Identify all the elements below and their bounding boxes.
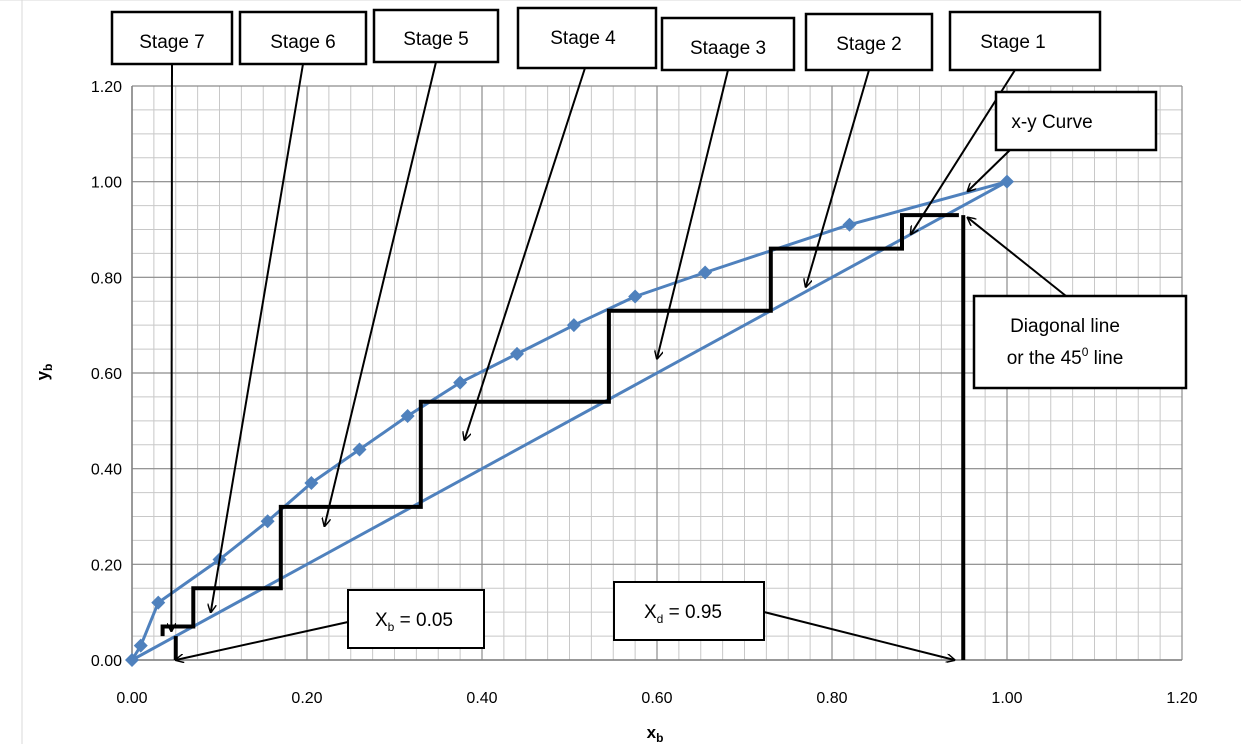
x-tick-label: 0.80: [816, 690, 847, 707]
x-axis-tick-labels: 0.00 0.20 0.40 0.60 0.80 1.00 1.20: [116, 690, 1197, 707]
xy-curve-point: [628, 289, 643, 304]
xy-curve-point: [510, 346, 524, 361]
arrow-stage-3: [657, 69, 729, 359]
x-tick-label: 0.60: [641, 690, 672, 707]
arrow-xb: [176, 621, 349, 660]
annotation-stage-4: Stage 4: [516, 6, 658, 70]
annotation-stage-1: Stage 1: [948, 10, 1102, 72]
svg-text:or the 450 line: or the 450 line: [1007, 345, 1124, 369]
svg-text:x-y Curve: x-y Curve: [1011, 112, 1092, 133]
svg-text:Staage 3: Staage 3: [690, 38, 766, 59]
xy-curve-point: [260, 514, 275, 529]
annotation-xb: Xb = 0.05: [347, 589, 485, 649]
arrow-stage-7: [171, 63, 172, 631]
y-tick-label: 1.20: [91, 79, 122, 96]
y-tick-label: 0.40: [91, 462, 122, 479]
svg-text:Xb = 0.05: Xb = 0.05: [375, 610, 453, 634]
diagonal-line: [131, 180, 1008, 662]
arrow-stage-6: [211, 63, 304, 612]
axes: [131, 86, 1182, 661]
xy-curve-point: [453, 375, 468, 390]
arrow-stage-2: [806, 69, 870, 287]
y-tick-label: 0.80: [91, 270, 122, 287]
svg-text:Diagonal line: Diagonal line: [1010, 316, 1120, 337]
svg-text:Stage 4: Stage 4: [550, 28, 616, 49]
xy-curve-point: [400, 409, 415, 424]
x-tick-label: 1.20: [1166, 690, 1197, 707]
series-layer: [125, 174, 1014, 667]
svg-text:Xd = 0.95: Xd = 0.95: [644, 602, 722, 626]
stage-steps-layer: [160, 213, 966, 660]
annotation-stage-7: Stage 7: [110, 10, 234, 66]
x-axis-title: xb: [647, 723, 664, 744]
xy-curve-point: [151, 595, 166, 610]
annotation-stage-3: Staage 3: [660, 16, 796, 72]
arrow-stage-5: [325, 61, 437, 526]
svg-text:Stage 2: Stage 2: [836, 34, 902, 55]
arrow-diagonal: [968, 218, 1067, 297]
x-tick-label: 1.00: [991, 690, 1022, 707]
svg-text:Stage 1: Stage 1: [980, 32, 1046, 53]
annotation-diagonal-line: Diagonal line or the 450 line: [972, 294, 1188, 390]
xy-curve-point: [352, 442, 367, 457]
y-tick-label: 0.20: [91, 557, 122, 574]
annotation-stage-2: Stage 2: [804, 12, 934, 72]
x-tick-label: 0.00: [116, 690, 147, 707]
annotation-stage-6: Stage 6: [238, 10, 368, 66]
annotation-xy-curve: x-y Curve: [994, 90, 1158, 152]
svg-text:Stage 7: Stage 7: [139, 32, 205, 53]
xy-curve-point: [133, 638, 148, 653]
arrow-xy-curve: [968, 149, 1011, 191]
y-tick-label: 0.00: [91, 653, 122, 670]
y-axis-tick-labels: 0.00 0.20 0.40 0.60 0.80 1.00 1.20: [91, 79, 122, 670]
annotation-xd: Xd = 0.95: [613, 581, 765, 641]
y-tick-label: 0.60: [91, 366, 122, 383]
arrow-stage-4: [465, 67, 586, 440]
svg-text:Stage 5: Stage 5: [403, 29, 469, 50]
svg-text:Stage 6: Stage 6: [270, 32, 336, 53]
xy-curve-point: [842, 217, 857, 232]
annotation-arrows: [171, 61, 1067, 660]
y-axis-title: yb: [33, 364, 55, 381]
y-tick-label: 1.00: [91, 175, 122, 192]
x-tick-label: 0.40: [466, 690, 497, 707]
annotation-stage-5: Stage 5: [372, 8, 500, 64]
stage-steps: [160, 213, 959, 637]
arrow-xd: [763, 611, 955, 660]
xy-curve-point: [304, 476, 319, 491]
xy-curve-point: [698, 265, 713, 280]
xy-curve-point: [566, 318, 581, 333]
x-tick-label: 0.20: [291, 690, 322, 707]
